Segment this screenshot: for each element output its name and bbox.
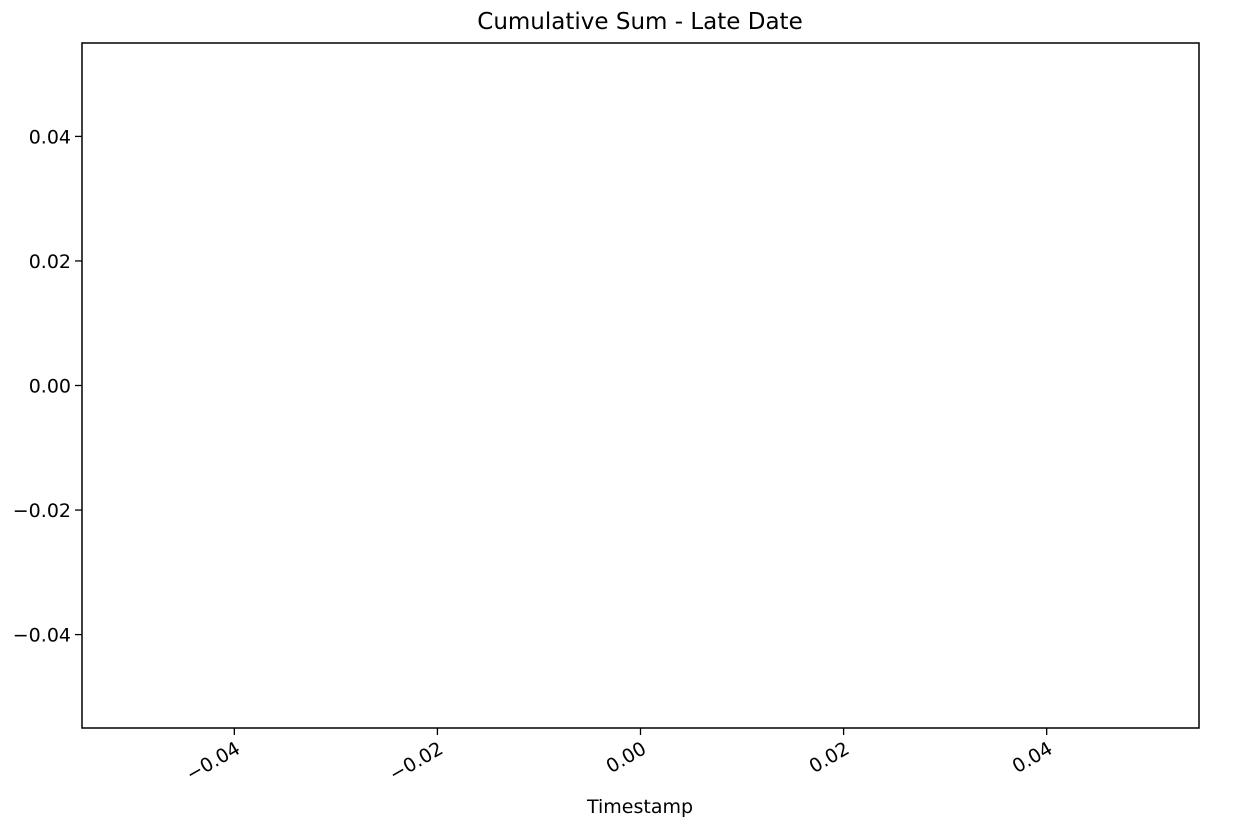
y-tick-label: 0.00 [29, 376, 71, 398]
x-tick-label: 0.02 [806, 738, 854, 778]
y-axis: 0.04 0.02 0.00 −0.02 −0.04 [13, 126, 82, 647]
chart-title: Cumulative Sum - Late Date [477, 9, 802, 35]
x-tick-label: −0.04 [183, 738, 244, 786]
x-tick-label: 0.00 [602, 738, 650, 778]
x-axis-label: Timestamp [586, 796, 693, 818]
y-tick-label: −0.04 [13, 625, 71, 647]
x-tick-label: 0.04 [1009, 738, 1057, 778]
y-tick-label: 0.04 [29, 126, 71, 148]
x-axis: −0.04 −0.02 0.00 0.02 0.04 [183, 728, 1057, 786]
plot-area [81, 42, 1200, 729]
y-tick-label: 0.02 [29, 251, 71, 273]
y-tick-label: −0.02 [13, 500, 71, 522]
x-tick-label: −0.02 [386, 738, 447, 786]
